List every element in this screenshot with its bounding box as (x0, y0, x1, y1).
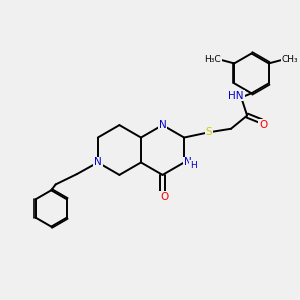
Text: O: O (259, 120, 267, 130)
Text: H: H (190, 161, 197, 170)
Text: CH₃: CH₃ (282, 55, 298, 64)
Text: HN: HN (228, 91, 244, 100)
Text: N: N (94, 158, 102, 167)
Text: H₃C: H₃C (205, 55, 221, 64)
Text: S: S (206, 127, 212, 137)
Text: N: N (159, 120, 167, 130)
Text: O: O (160, 192, 168, 202)
Text: N: N (184, 158, 191, 167)
